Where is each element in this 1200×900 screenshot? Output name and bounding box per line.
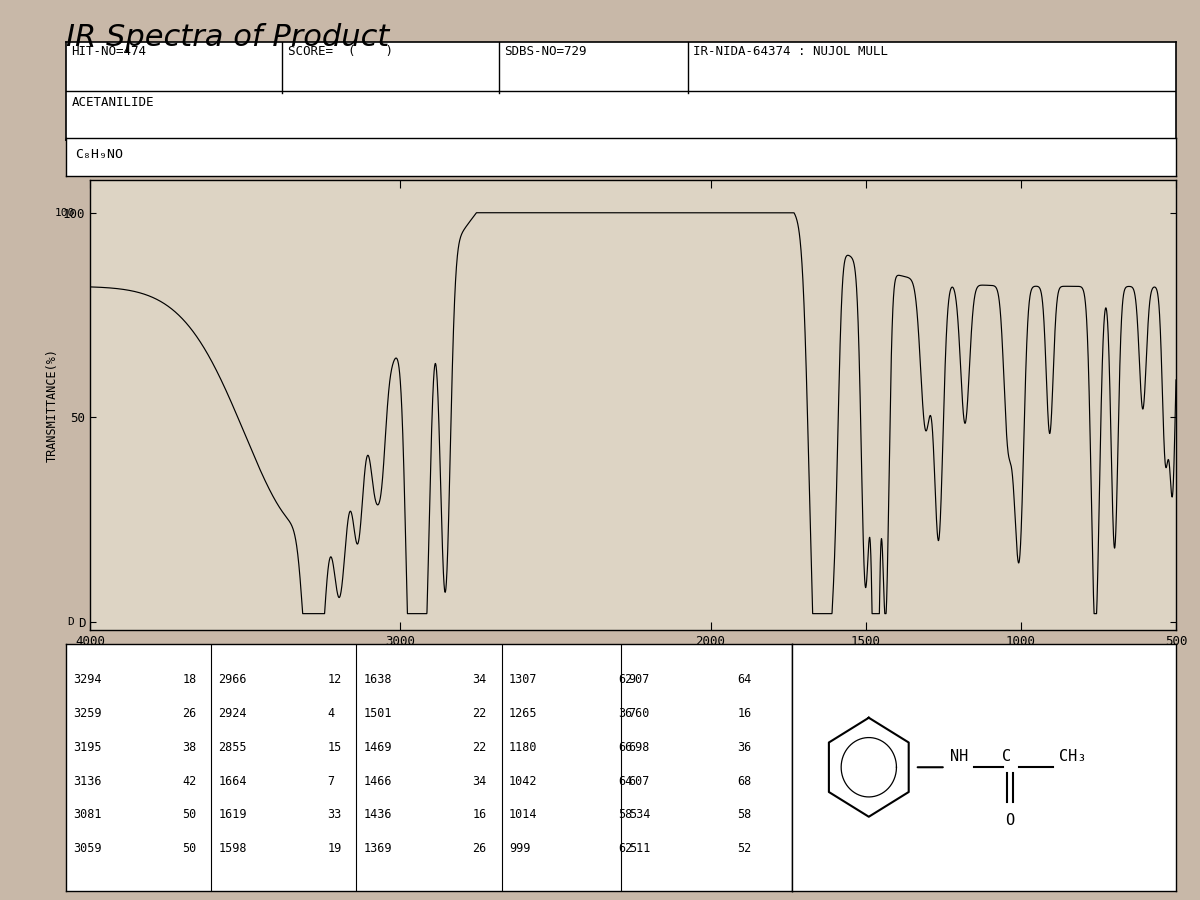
Text: 36: 36 [738,741,751,754]
Text: 16: 16 [738,707,751,720]
Text: 3059: 3059 [73,842,102,855]
Text: 18: 18 [182,673,197,686]
Text: C₈H₉NO: C₈H₉NO [74,148,122,161]
Text: 1265: 1265 [509,707,538,720]
Text: 100: 100 [54,208,74,218]
Text: 1180: 1180 [509,741,538,754]
Text: 16: 16 [473,808,487,822]
Text: C: C [1002,749,1012,764]
Text: NH: NH [950,749,968,764]
Text: 33: 33 [328,808,342,822]
Text: CH₃: CH₃ [1058,749,1086,764]
Text: 1369: 1369 [364,842,392,855]
Text: 760: 760 [629,707,650,720]
Text: IR Spectra of Product: IR Spectra of Product [66,22,389,51]
Text: 1042: 1042 [509,775,538,788]
Text: O: O [1006,813,1014,828]
Text: SCORE=  (    ): SCORE= ( ) [288,45,394,58]
Text: 38: 38 [182,741,197,754]
Text: 607: 607 [629,775,650,788]
Text: 2924: 2924 [218,707,247,720]
Text: 64: 64 [618,775,632,788]
Text: 50: 50 [182,842,197,855]
Text: 1307: 1307 [509,673,538,686]
Text: ACETANILIDE: ACETANILIDE [72,95,154,109]
Text: 1466: 1466 [364,775,392,788]
Text: 1598: 1598 [218,842,247,855]
Text: HIT-NO=474: HIT-NO=474 [72,45,146,58]
Text: 3259: 3259 [73,707,102,720]
Text: 34: 34 [473,775,487,788]
Text: 19: 19 [328,842,342,855]
Text: 1501: 1501 [364,707,392,720]
Text: 15: 15 [328,741,342,754]
Text: 2855: 2855 [218,741,247,754]
Text: 1436: 1436 [364,808,392,822]
Text: 42: 42 [182,775,197,788]
Text: 68: 68 [738,775,751,788]
Text: 1638: 1638 [364,673,392,686]
Text: 2966: 2966 [218,673,247,686]
Text: 3081: 3081 [73,808,102,822]
Text: 26: 26 [182,707,197,720]
Text: 58: 58 [738,808,751,822]
Text: 3195: 3195 [73,741,102,754]
Text: 36: 36 [618,707,632,720]
Text: SDBS-NO=729: SDBS-NO=729 [504,45,587,58]
Text: 34: 34 [473,673,487,686]
Text: 3136: 3136 [73,775,102,788]
Text: 12: 12 [328,673,342,686]
Text: 22: 22 [473,741,487,754]
Y-axis label: TRANSMITTANCE(%): TRANSMITTANCE(%) [46,348,59,462]
X-axis label: WAVENUMBER(cm⁻¹): WAVENUMBER(cm⁻¹) [574,653,694,666]
Text: 66: 66 [618,741,632,754]
Text: 50: 50 [182,808,197,822]
Text: 52: 52 [738,842,751,855]
Text: 511: 511 [629,842,650,855]
Text: 22: 22 [473,707,487,720]
Text: 1014: 1014 [509,808,538,822]
Text: D: D [67,616,74,626]
Text: IR-NIDA-64374 : NUJOL MULL: IR-NIDA-64374 : NUJOL MULL [694,45,888,58]
Text: 3294: 3294 [73,673,102,686]
Text: 58: 58 [618,808,632,822]
Text: 999: 999 [509,842,530,855]
Text: 698: 698 [629,741,650,754]
Text: 7: 7 [328,775,335,788]
Text: 64: 64 [738,673,751,686]
Text: 1664: 1664 [218,775,247,788]
Text: 4: 4 [328,707,335,720]
Text: 534: 534 [629,808,650,822]
Text: 26: 26 [473,842,487,855]
Text: 1619: 1619 [218,808,247,822]
Text: 907: 907 [629,673,650,686]
Text: 62: 62 [618,673,632,686]
Text: 1469: 1469 [364,741,392,754]
Text: 62: 62 [618,842,632,855]
